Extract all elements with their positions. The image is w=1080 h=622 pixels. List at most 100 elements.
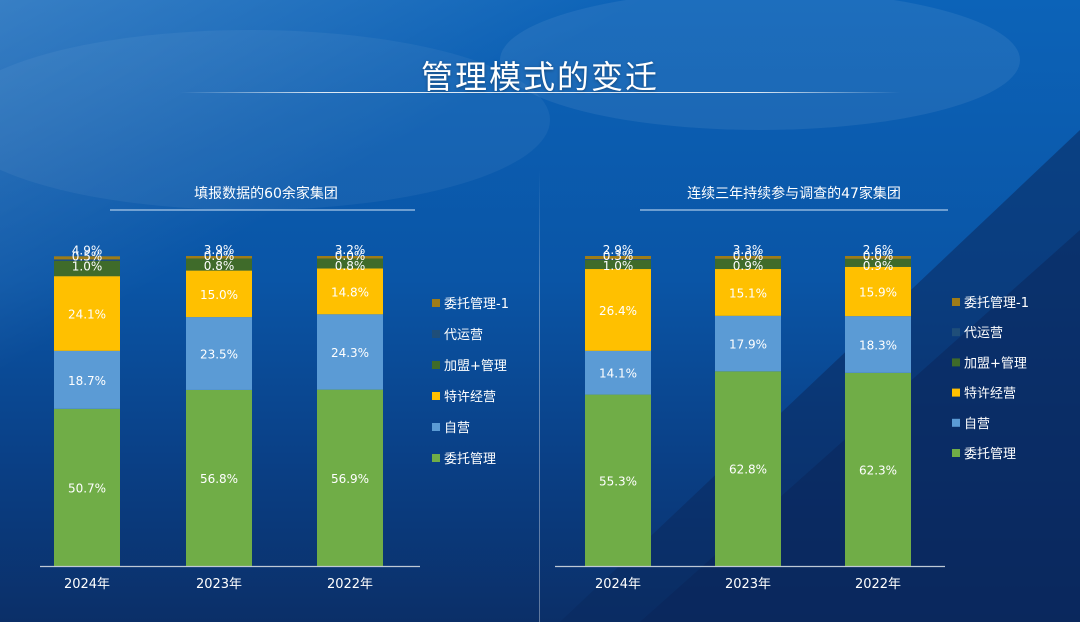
chart1-label-3-1: 56.9% (331, 472, 369, 486)
chart2-label-3-4: 2.6% (863, 243, 894, 257)
chart1-label-2-6: 0.8% (204, 259, 235, 273)
chart2-label-2-1: 62.8% (729, 463, 767, 477)
chart1-label-1-2: 18.7% (68, 374, 106, 388)
chart2-legend-swatch-6 (952, 449, 960, 457)
chart2-label-1-1: 55.3% (599, 474, 637, 488)
chart2-label-2-2: 17.9% (729, 338, 767, 352)
chart2-label-3-2: 18.3% (859, 339, 897, 353)
chart1-bar-1-seg-6 (54, 256, 120, 260)
chart2-label-3-5: 0.0% (863, 249, 894, 263)
chart1-bar-2-seg-3 (186, 270, 252, 318)
chart2-bar-1-seg-4 (585, 260, 651, 270)
chart2-bar-3-seg-2 (845, 316, 911, 373)
chart1-label-1-5: 0.5% (72, 249, 103, 263)
chart2-title: 连续三年持续参与调查的47家集团 (687, 185, 901, 202)
chart1-legend-label-3: 加盟+管理 (444, 359, 507, 374)
title-underline (180, 92, 900, 93)
chart1-legend-label-1: 委托管理-1 (444, 297, 509, 312)
chart1-category-3: 2022年 (327, 577, 373, 592)
chart1-bar-2-seg-4 (186, 258, 252, 271)
chart1-label-1-4: 4.9% (72, 243, 103, 257)
chart2-legend-swatch-2 (952, 328, 960, 337)
chart1-label-2-1: 56.8% (200, 472, 238, 486)
chart2-label-2-6: 0.9% (733, 259, 764, 273)
chart1-label-1-6: 1.0% (72, 259, 103, 273)
chart1-legend-label-4: 特许经营 (444, 390, 496, 405)
chart1-bar-3-seg-1 (317, 389, 383, 566)
chart1-label-2-4: 3.9% (204, 243, 235, 257)
panel-divider (539, 170, 540, 622)
chart1-label-2-3: 15.0% (200, 288, 238, 302)
chart2-legend-label-2: 代运营 (964, 326, 1003, 341)
chart1-legend-label-5: 自营 (444, 421, 470, 436)
chart2-bar-3-seg-6 (845, 256, 911, 259)
chart2-legend-swatch-5 (952, 418, 960, 427)
chart1-label-3-6: 0.8% (335, 259, 366, 273)
chart1-legend-swatch-5 (432, 423, 440, 431)
chart2-legend-swatch-1 (952, 298, 960, 306)
chart1-category-1: 2024年 (64, 577, 110, 592)
chart2-bar-1-seg-1 (585, 394, 651, 566)
chart2-bar-2-seg-3 (715, 269, 781, 316)
chart1-label-3-3: 14.8% (331, 285, 369, 299)
chart2-legend-label-6: 委托管理 (964, 447, 1016, 462)
chart1-label-1-3: 24.1% (68, 308, 106, 322)
chart1-bar-3-seg-6 (317, 256, 383, 259)
chart2-category-1: 2024年 (595, 577, 641, 592)
chart2-bar-3-seg-4 (845, 258, 911, 267)
chart2-label-1-2: 14.1% (599, 367, 637, 381)
chart2-bar-1-seg-3 (585, 269, 651, 351)
chart1-bar-2-seg-6 (186, 256, 252, 259)
chart2-label-1-3: 26.4% (599, 304, 637, 318)
chart1-label-3-2: 24.3% (331, 346, 369, 360)
chart2-label-1-6: 1.0% (603, 259, 634, 273)
chart2-legend-swatch-3 (952, 358, 960, 367)
chart1-bar-1-seg-3 (54, 276, 120, 351)
chart2-label-3-1: 62.3% (859, 463, 897, 477)
chart1-bar-1-seg-2 (54, 350, 120, 409)
chart1-category-2: 2023年 (196, 577, 242, 592)
chart2-legend-swatch-4 (952, 388, 960, 397)
chart1-legend-label-6: 委托管理 (444, 452, 496, 467)
page-title: 管理模式的变迁 (420, 58, 659, 96)
chart1-legend-label-2: 代运营 (444, 328, 483, 343)
chart2-bar-3-seg-3 (845, 266, 911, 317)
chart2-bar-2-seg-1 (715, 371, 781, 566)
chart1-bar-2-seg-1 (186, 389, 252, 566)
chart1-bar-1-seg-1 (54, 408, 120, 566)
chart2-bar-3-seg-1 (845, 372, 911, 566)
chart1-label-3-4: 3.2% (335, 243, 366, 257)
chart1-legend-swatch-4 (432, 392, 440, 400)
chart2-category-3: 2022年 (855, 577, 901, 592)
chart1-legend-swatch-1 (432, 299, 440, 307)
chart1-label-1-1: 50.7% (68, 481, 106, 495)
chart1-label-2-5: 0.0% (204, 249, 235, 263)
chart1-bar-3-seg-4 (317, 258, 383, 269)
chart1-legend-swatch-3 (432, 361, 440, 369)
chart2-legend-label-4: 特许经营 (964, 387, 1016, 402)
chart2-bar-1-seg-2 (585, 350, 651, 395)
chart1-bar-3-seg-3 (317, 268, 383, 315)
chart1-bar-1-seg-5 (54, 259, 120, 261)
chart2-legend-label-1: 委托管理-1 (964, 296, 1029, 311)
chart2-bar-2-seg-6 (715, 256, 781, 259)
chart2-legend-label-5: 自营 (964, 417, 990, 432)
chart1-label-2-2: 23.5% (200, 348, 238, 362)
chart2-legend-label-3: 加盟+管理 (964, 356, 1027, 371)
chart2-label-3-6: 0.9% (863, 259, 894, 273)
chart2-label-1-4: 2.9% (603, 243, 634, 257)
chart2-bar-2-seg-2 (715, 315, 781, 372)
chart1-bar-3-seg-2 (317, 314, 383, 390)
chart1-title: 填报数据的60余家集团 (194, 185, 338, 202)
chart2-category-2: 2023年 (725, 577, 771, 592)
chart2-bar-1-seg-5 (585, 259, 651, 261)
chart2-bar-2-seg-4 (715, 258, 781, 270)
chart2-label-3-3: 15.9% (859, 285, 897, 299)
chart2-label-2-5: 0.0% (733, 249, 764, 263)
chart1-bar-2-seg-2 (186, 317, 252, 390)
chart2-label-2-4: 3.3% (733, 243, 764, 257)
chart2-label-1-5: 0.3% (603, 249, 634, 263)
chart2-label-2-3: 15.1% (729, 286, 767, 300)
chart2-bar-1-seg-6 (585, 256, 651, 260)
